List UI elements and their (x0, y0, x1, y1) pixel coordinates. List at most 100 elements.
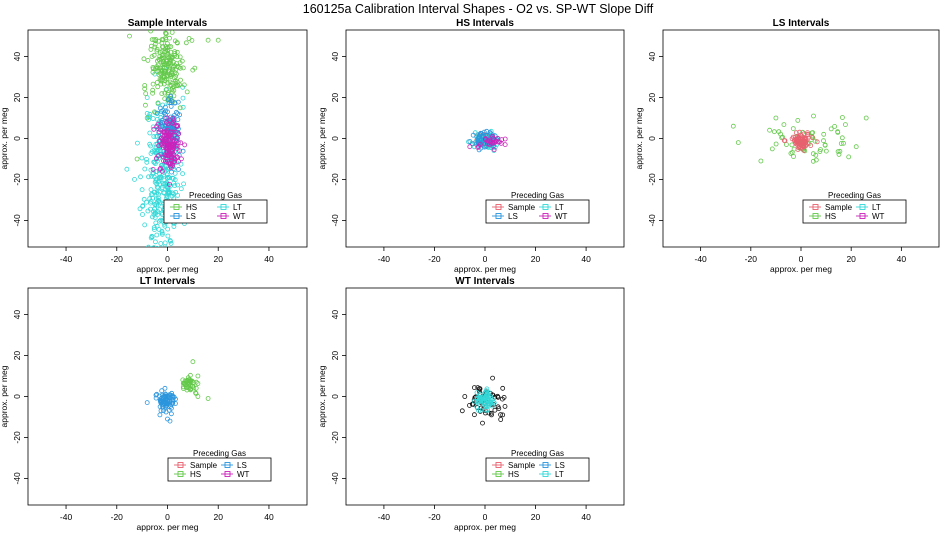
point-hs (193, 390, 198, 396)
point-hs (169, 30, 175, 35)
point-lt (175, 182, 181, 188)
y-tick-label: 20 (12, 93, 22, 103)
point-lt (154, 202, 160, 208)
point-sample (805, 131, 810, 137)
point-hs (789, 150, 795, 155)
y-tick-label: 40 (12, 52, 22, 62)
point-lt (147, 111, 153, 117)
point-lt (172, 183, 178, 189)
point-lt (151, 134, 157, 139)
point-other (459, 408, 465, 414)
point-hs (195, 394, 201, 399)
point-wt (488, 139, 493, 145)
point-wt (156, 138, 162, 144)
legend: Preceding Gas Sample LS HS LT (485, 449, 590, 482)
point-ls (159, 388, 165, 394)
panel-1: Sample Intervals -40 -20 0 20 40 -40 -20 0 20 40 ap… (0, 18, 308, 274)
point-hs (789, 142, 795, 148)
point-lt (167, 175, 173, 181)
point-wt (172, 156, 178, 162)
point-wt (168, 129, 174, 135)
point-hs (172, 49, 178, 54)
point-hs (171, 84, 177, 90)
point-hs (832, 124, 837, 129)
point-ls (159, 117, 165, 123)
data-points (124, 30, 221, 252)
point-hs (164, 73, 170, 78)
point-lt (132, 176, 137, 182)
point-hs (174, 79, 180, 85)
point-lt (144, 95, 150, 100)
point-lt (153, 248, 157, 252)
point-wt (493, 138, 499, 144)
data-points (466, 128, 508, 153)
point-other (467, 402, 472, 408)
point-hs (758, 158, 764, 164)
point-hs (148, 43, 154, 49)
point-lt (166, 174, 171, 180)
point-wt (160, 136, 166, 142)
point-hs (163, 35, 168, 41)
point-wt (497, 139, 503, 145)
y-tick-label: -40 (12, 214, 22, 227)
point-hs (167, 79, 173, 85)
legend-swatch-marker (177, 471, 184, 477)
panel-4: LT Intervals -40 -20 0 20 40 -40 -20 0 20 40 approx… (0, 276, 308, 532)
point-lt (157, 181, 163, 187)
point-wt (176, 131, 182, 137)
legend-entry-lt: LT (233, 203, 242, 212)
legend-entry-sample: Sample (508, 203, 536, 212)
point-wt (150, 166, 156, 172)
point-wt (491, 147, 497, 153)
point-wt (166, 133, 172, 139)
point-hs (173, 74, 179, 79)
legend-entry-hs: HS (186, 203, 197, 212)
point-ls (175, 117, 181, 122)
point-ls (162, 385, 168, 391)
point-hs (177, 54, 183, 60)
point-hs (157, 70, 163, 76)
point-hs (169, 89, 175, 95)
point-wt (176, 158, 181, 164)
point-ls (158, 395, 164, 401)
point-hs (177, 105, 183, 111)
point-sample (797, 139, 803, 145)
point-sample (782, 138, 788, 144)
legend: Preceding Gas Sample LT LS WT (485, 191, 590, 224)
point-lt (153, 141, 159, 147)
point-sample (808, 143, 814, 148)
point-wt (164, 129, 170, 134)
point-lt (483, 388, 489, 394)
point-hs (821, 131, 827, 137)
x-tick-label: 40 (897, 254, 907, 264)
point-lt (485, 401, 491, 406)
point-ls (169, 100, 174, 106)
data-points (144, 359, 211, 424)
point-hs (810, 151, 816, 157)
point-lt (167, 189, 172, 195)
point-hs (735, 140, 741, 146)
legend-swatch-marker (812, 204, 819, 210)
y-tick-label: 0 (330, 136, 340, 141)
point-hs (817, 149, 823, 154)
point-hs (835, 149, 841, 155)
point-lt (157, 248, 161, 252)
point-lt (147, 141, 153, 147)
point-hs (188, 378, 194, 384)
legend-title: Preceding Gas (193, 449, 246, 458)
legend-entry-ls: LS (237, 461, 247, 470)
point-wt (467, 144, 473, 150)
x-tick-label: 40 (264, 512, 274, 522)
point-wt (161, 158, 166, 164)
y-axis-label: approx. per meg (317, 365, 327, 427)
point-wt (159, 168, 165, 174)
point-lt (154, 232, 160, 238)
x-tick-label: 0 (165, 254, 170, 264)
point-lt (138, 174, 143, 180)
panel-5: WT Intervals -40 -20 0 20 40 -40 -20 0 20 40 approx… (317, 276, 625, 532)
point-hs (155, 65, 161, 71)
panel-2: HS Intervals -40 -20 0 20 40 -40 -20 0 20 40 approx… (317, 18, 625, 274)
point-other (462, 394, 468, 399)
point-hs (154, 64, 160, 70)
